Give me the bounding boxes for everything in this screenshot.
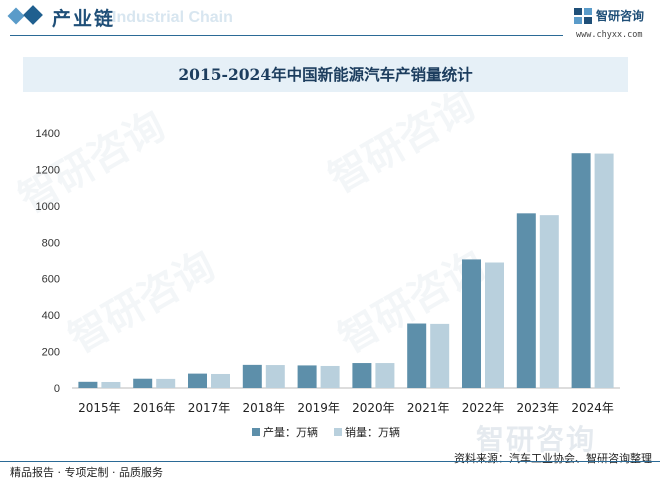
x-tick-label: 2016年 [133,401,176,415]
bar-sales [156,378,176,388]
bar-production [188,373,207,388]
bar-sales [539,215,559,388]
bar-sales [375,363,395,388]
y-tick-label: 800 [42,237,60,249]
header-divider [10,35,563,36]
legend-label: 产量：万辆 [263,425,318,439]
bar-sales [211,373,230,388]
y-tick-label: 400 [42,310,60,322]
x-tick-label: 2024年 [571,401,614,415]
footer-watermark: 智研咨询 [476,423,597,456]
x-tick-label: 2022年 [462,401,505,415]
y-tick-label: 1000 [36,201,60,213]
y-tick-label: 200 [42,347,60,359]
x-tick-label: 2019年 [297,401,340,415]
footer-divider [0,461,660,462]
bar-production [516,213,536,388]
header: 产业链 Industrial Chain 智研咨询 www.chyxx.com [0,0,660,40]
bar-production [297,365,317,388]
footer-slogan: 精品报告 · 专项定制 · 品质服务 [10,466,163,479]
x-tick-label: 2017年 [188,401,231,415]
y-tick-label: 600 [42,274,60,286]
x-tick-label: 2015年 [78,401,121,415]
bar-sales [320,365,340,388]
bar-production [133,378,153,388]
x-tick-label: 2021年 [407,401,450,415]
bar-production [407,323,427,388]
legend-label: 销量：万辆 [345,425,400,439]
legend-swatch [252,428,260,436]
bar-production [462,259,481,388]
bar-sales [594,153,614,388]
brand-name: 智研咨询 [596,9,645,23]
section-title: 产业链 [52,8,116,30]
header-watermark-text: Industrial Chain [112,9,233,26]
x-tick-label: 2018年 [243,401,286,415]
x-tick-label: 2023年 [517,401,560,415]
brand-url: www.chyxx.com [576,30,643,40]
x-tick-label: 2020年 [352,401,395,415]
y-tick-label: 1400 [36,128,60,140]
chart-title-band: 2015-2024年中国新能源汽车产销量统计 [23,57,628,92]
chart-title: 2015-2024年中国新能源汽车产销量统计 [178,65,473,84]
bar-sales [430,323,450,388]
legend-swatch [334,428,342,436]
bar-sales [101,381,121,388]
bar-production [352,363,372,388]
bar-production [78,381,98,388]
bar-sales [265,365,285,388]
bar-production [242,364,262,388]
y-tick-label: 1200 [36,164,60,176]
bar-sales [485,262,504,388]
bar-production [571,153,591,388]
brand-logo-icon [574,8,592,24]
y-tick-label: 0 [54,383,60,395]
data-source: 资料来源：汽车工业协会、智研咨询整理 [454,452,652,465]
